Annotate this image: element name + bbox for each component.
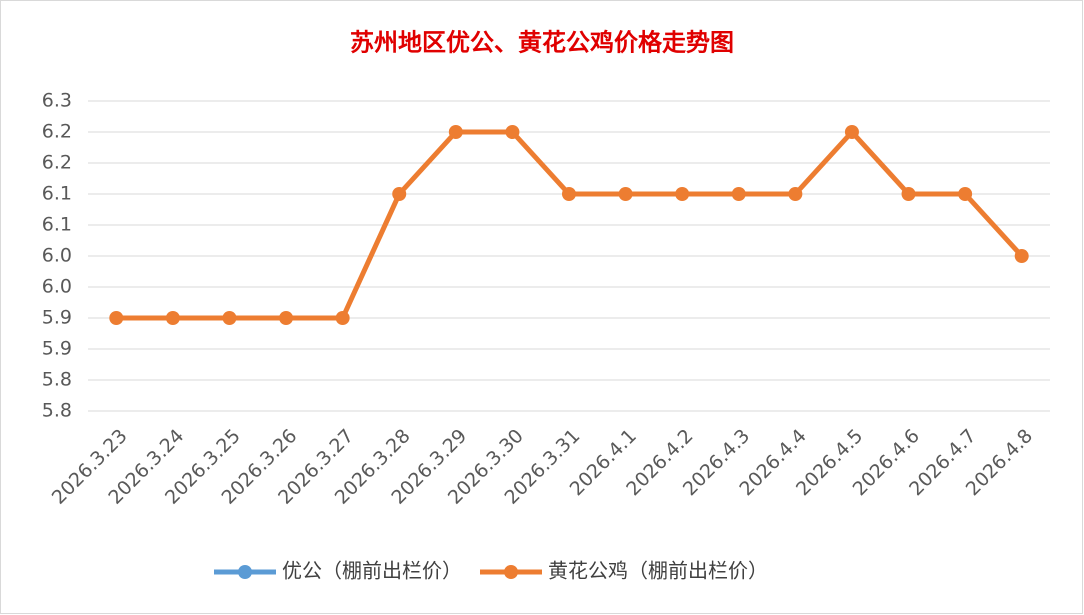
y-tick-label: 6.0 xyxy=(42,245,72,267)
y-tick-label: 5.8 xyxy=(42,369,72,391)
data-point xyxy=(165,311,180,325)
data-point xyxy=(1014,249,1029,263)
data-point xyxy=(109,311,124,325)
chart-title: 苏州地区优公、黄花公鸡价格走势图 xyxy=(350,28,734,57)
data-point xyxy=(788,187,803,201)
y-tick-label: 6.3 xyxy=(42,90,72,112)
legend-label: 优公（棚前出栏价） xyxy=(282,559,462,583)
data-point xyxy=(731,187,746,201)
data-point xyxy=(448,125,463,139)
y-tick-label: 5.8 xyxy=(42,400,72,422)
data-point xyxy=(562,187,576,201)
data-point xyxy=(844,125,859,139)
data-point xyxy=(335,311,350,325)
y-tick-label: 6.1 xyxy=(42,214,72,236)
data-point xyxy=(505,125,520,139)
data-point xyxy=(222,311,237,325)
y-tick-label: 5.9 xyxy=(42,338,72,360)
data-point xyxy=(618,187,633,201)
data-point xyxy=(392,187,407,201)
legend-marker xyxy=(504,565,518,579)
y-tick-label: 6.1 xyxy=(42,183,72,205)
data-point xyxy=(958,187,973,201)
data-point xyxy=(279,311,294,325)
y-tick-label: 5.9 xyxy=(42,307,72,329)
y-tick-label: 6.2 xyxy=(42,152,72,174)
data-point xyxy=(901,187,916,201)
data-point xyxy=(675,187,690,201)
legend-label: 黄花公鸡（棚前出栏价） xyxy=(548,559,768,583)
y-tick-label: 6.2 xyxy=(42,121,72,143)
y-tick-label: 6.0 xyxy=(42,276,72,298)
legend-marker xyxy=(238,565,252,579)
